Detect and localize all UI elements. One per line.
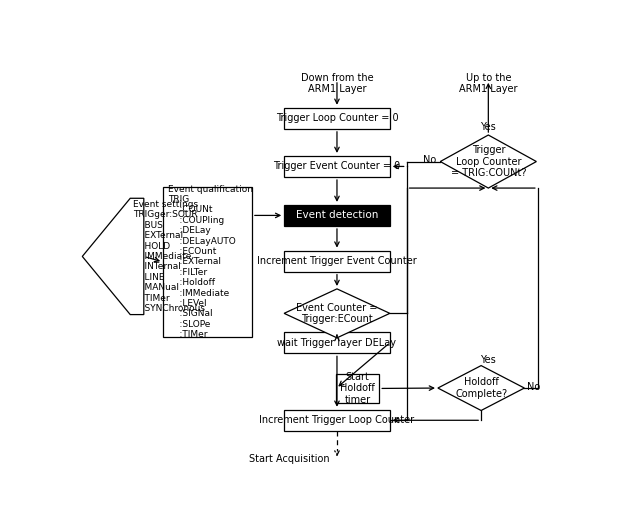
FancyBboxPatch shape [163,187,252,337]
Text: Trigger
Loop Counter
= TRIG:COUNt?: Trigger Loop Counter = TRIG:COUNt? [451,145,526,178]
Text: Event detection: Event detection [296,210,378,220]
Text: Up to the
ARM1 Layer: Up to the ARM1 Layer [459,73,518,94]
Text: Event Counter =
Trigger:ECount: Event Counter = Trigger:ECount [296,303,378,324]
Polygon shape [284,289,390,338]
Text: wait Trigger layer DELay: wait Trigger layer DELay [278,338,396,348]
Text: Event settings
TRIGger:SOUR
    BUS
    EXTernal
    HOLD
    IMMediate
    INTe: Event settings TRIGger:SOUR BUS EXTernal… [133,200,205,313]
Text: Yes: Yes [480,355,496,365]
Polygon shape [440,135,536,188]
Text: Start
Holdoff
timer: Start Holdoff timer [340,372,375,405]
Text: Increment Trigger Loop Counter: Increment Trigger Loop Counter [259,416,415,425]
FancyBboxPatch shape [336,374,379,403]
Text: Trigger Event Counter = 0: Trigger Event Counter = 0 [273,162,401,171]
Text: No: No [423,155,436,165]
Text: Event qualification
TRIG
    :COUNt
    :COUPling
    :DELay
    :DELayAUTO
    : Event qualification TRIG :COUNt :COUPlin… [168,184,253,339]
Polygon shape [82,198,144,315]
Text: No: No [527,382,540,392]
Text: Trigger Loop Counter = 0: Trigger Loop Counter = 0 [276,113,398,123]
FancyBboxPatch shape [284,205,390,226]
FancyBboxPatch shape [284,156,390,177]
Text: Holdoff
Complete?: Holdoff Complete? [455,377,507,399]
Text: Start Acquisition: Start Acquisition [249,454,329,464]
Polygon shape [438,366,525,410]
FancyBboxPatch shape [284,108,390,129]
Text: Increment Trigger Event Counter: Increment Trigger Event Counter [257,256,417,266]
Text: Down from the
ARM1 Layer: Down from the ARM1 Layer [301,73,373,94]
FancyBboxPatch shape [284,332,390,354]
Text: Yes: Yes [480,122,496,132]
FancyBboxPatch shape [284,251,390,272]
FancyBboxPatch shape [284,410,390,431]
